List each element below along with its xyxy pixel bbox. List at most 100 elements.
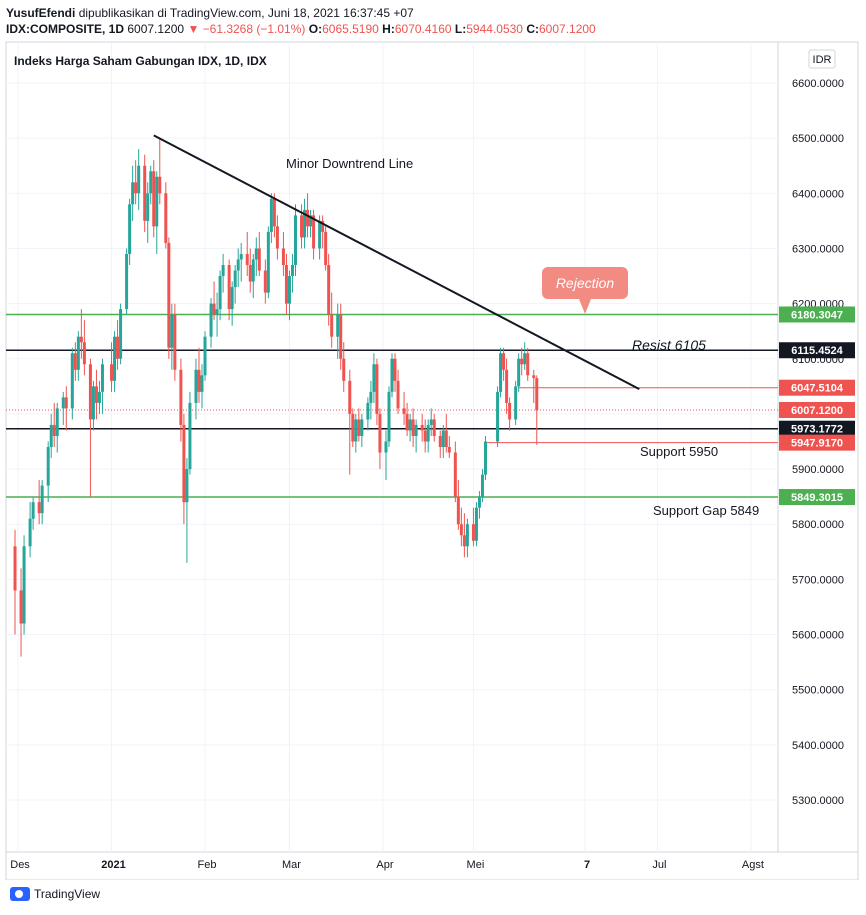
candle-body <box>49 424 53 448</box>
candle-body <box>110 364 114 381</box>
candle-body <box>119 309 123 359</box>
candle-body <box>167 242 171 348</box>
candle-body <box>483 441 487 475</box>
price-axis[interactable]: 5300.0000 5400.0000 5500.0000 5600.0000 5700… <box>779 78 855 807</box>
candle-body <box>324 231 328 266</box>
tradingview-logo-icon <box>10 887 30 901</box>
price-tick-label: 5300.0000 <box>792 795 844 807</box>
candle-body <box>91 386 95 420</box>
time-axis[interactable]: Des 2021 Feb Mar Apr Mei 7 Jul Agst <box>10 859 764 871</box>
candle-body <box>281 248 285 266</box>
candle-body <box>384 441 388 453</box>
legend-title: Indeks Harga Saham Gabungan IDX, 1D, IDX <box>14 54 267 68</box>
candle-body <box>113 336 117 381</box>
downtrend-line <box>153 134 640 390</box>
candle-body <box>405 413 409 431</box>
rejection-pointer <box>579 299 591 314</box>
candle-body <box>55 408 59 436</box>
candle-body <box>369 391 373 403</box>
close-label: C: <box>526 22 539 36</box>
candle-body <box>266 231 270 293</box>
candle-body <box>477 496 481 508</box>
time-tick-label: Jul <box>652 859 666 871</box>
candle-body <box>31 502 35 519</box>
open-value: 6065.5190 <box>322 22 379 36</box>
level-price-tag <box>779 342 855 359</box>
candle-body <box>269 198 273 232</box>
candle-body <box>459 524 463 536</box>
candle-body <box>357 419 361 436</box>
candle-body <box>19 590 23 624</box>
candle-body <box>465 524 469 547</box>
footer-brand[interactable]: TradingView <box>34 887 101 901</box>
candle-body <box>339 314 343 359</box>
price-tick-label: 5900.0000 <box>792 464 844 476</box>
resist-label: Resist 6105 <box>632 337 706 353</box>
price-tick-label: 5500.0000 <box>792 685 844 697</box>
candle-body <box>13 546 17 591</box>
candle-body <box>46 447 50 486</box>
price-tag-text: 6007.1200 <box>791 405 843 417</box>
candle-body <box>70 353 74 409</box>
candle-body <box>97 391 101 403</box>
candle-body <box>502 353 506 370</box>
horizontal-lines <box>6 313 778 498</box>
candle-body <box>73 353 77 370</box>
candle-body <box>505 369 509 403</box>
footer: TradingView <box>10 887 100 901</box>
candle-body <box>248 265 252 282</box>
candle-body <box>290 265 294 277</box>
time-tick-label: Mei <box>467 859 485 871</box>
candlestick-chart[interactable]: Minor Downtrend Line Resist 6105 Support 5… <box>0 0 866 880</box>
candle-body <box>209 303 213 337</box>
candle-body <box>312 215 316 249</box>
currency-button[interactable] <box>808 49 836 69</box>
candle-body <box>456 496 460 525</box>
time-tick-label: 2021 <box>101 859 125 871</box>
price-tick-label: 5400.0000 <box>792 740 844 752</box>
open-label: O: <box>308 22 323 36</box>
candle-body <box>354 419 358 442</box>
candle-body <box>143 165 147 221</box>
candle-body <box>366 402 370 420</box>
price-tick-label: 5600.0000 <box>792 630 844 642</box>
candle-body <box>327 265 331 315</box>
candle-body <box>372 364 376 392</box>
price-tag <box>779 401 855 418</box>
symbol-label: IDX:COMPOSITE, 1D <box>6 22 125 36</box>
candle-body <box>254 248 258 260</box>
candle-body <box>426 424 430 442</box>
close-value: 6007.1200 <box>539 22 596 36</box>
price-tick-label: 6300.0000 <box>792 243 844 255</box>
candle-body <box>432 419 436 436</box>
candle-body <box>155 176 159 227</box>
candle-body <box>146 193 150 221</box>
price-tick-label: 6400.0000 <box>792 188 844 200</box>
publish-info: dipublikasikan di TradingView.com, Juni … <box>78 6 414 20</box>
candle-body <box>441 430 445 448</box>
candle-body <box>408 419 412 431</box>
currency-button-label: IDR <box>813 54 832 66</box>
candle-body <box>393 358 397 381</box>
candle-body <box>306 209 310 227</box>
rejection-label: Rejection <box>556 275 615 291</box>
price-tag-text: 5947.9170 <box>791 438 843 450</box>
candle-body <box>257 248 261 271</box>
low-value: 5944.0530 <box>466 22 523 36</box>
ohlc-line: IDX:COMPOSITE, 1D 6007.1200 ▼ −61.3268 (… <box>6 21 596 37</box>
level-price-tag <box>779 306 855 323</box>
candle-body <box>158 176 162 194</box>
price-tag <box>779 379 855 396</box>
candle-body <box>137 165 141 194</box>
downtrend-label: Minor Downtrend Line <box>286 156 413 171</box>
candle-body <box>215 309 219 315</box>
rejection-bubble <box>542 267 628 299</box>
candle-body <box>236 259 240 271</box>
author-name[interactable]: YusufEfendi <box>6 6 76 20</box>
publish-line: YusufEfendi dipublikasikan di TradingVie… <box>6 5 596 21</box>
candle-body <box>284 265 288 304</box>
time-tick-label: Feb <box>198 859 217 871</box>
candle-body <box>233 270 237 288</box>
chart-header: YusufEfendi dipublikasikan di TradingVie… <box>6 5 596 37</box>
candle-body <box>64 397 68 409</box>
